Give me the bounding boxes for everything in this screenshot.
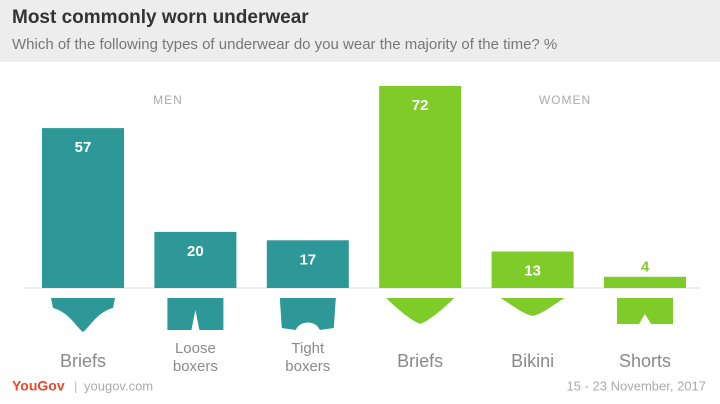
value-label: 72	[412, 97, 429, 114]
category-label: Tight boxers	[285, 340, 331, 375]
category-label: Briefs	[59, 351, 106, 371]
category-label: Briefs	[397, 351, 444, 371]
group-label: WOMEN	[539, 93, 591, 107]
bar	[491, 251, 574, 288]
bar	[379, 86, 462, 288]
brand: YouGov	[12, 378, 65, 394]
value-label: 20	[187, 243, 204, 260]
icon	[279, 298, 336, 330]
category-label: Loose boxers	[172, 340, 218, 375]
bar	[42, 128, 124, 288]
icon	[500, 298, 565, 316]
bar	[604, 276, 686, 288]
chart-title: Most commonly worn underwear	[12, 7, 309, 28]
source: yougov.com	[84, 378, 153, 393]
date: 15 - 23 November, 2017	[567, 378, 706, 393]
bar	[154, 231, 237, 288]
category-label: Bikini	[511, 351, 555, 371]
divider: |	[74, 378, 77, 393]
value-label: 4	[641, 259, 650, 276]
icon	[617, 298, 673, 324]
icon	[167, 298, 224, 330]
group-label: MEN	[153, 93, 183, 107]
header-band	[0, 0, 720, 62]
value-label: 57	[75, 139, 92, 156]
icon	[51, 298, 115, 332]
value-label: 17	[299, 251, 316, 268]
bar	[266, 240, 349, 288]
category-label: Shorts	[618, 351, 672, 371]
icon	[386, 298, 455, 324]
chart-subtitle: Which of the following types of underwea…	[12, 36, 557, 53]
value-label: 13	[524, 262, 541, 279]
